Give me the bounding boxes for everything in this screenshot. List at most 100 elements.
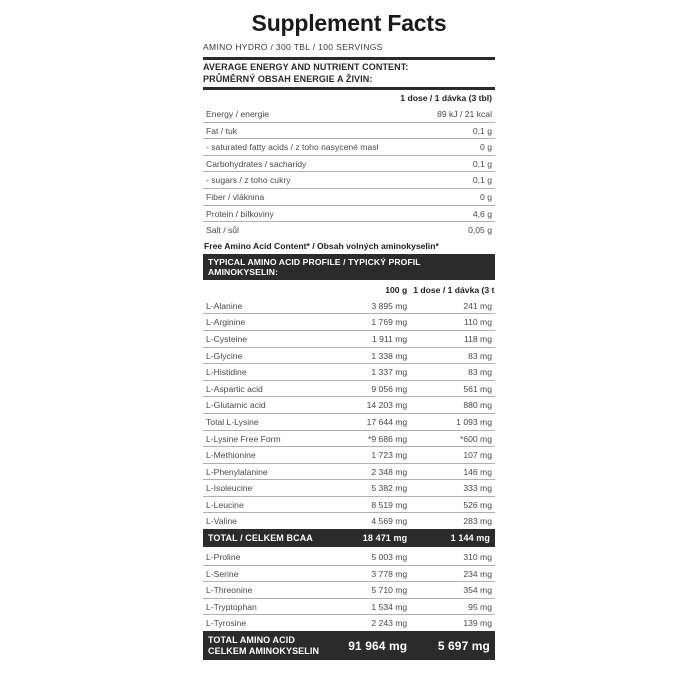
amino-per100g: 1 769 mg: [331, 313, 414, 331]
table-row: L-Valine 4 569 mg 283 mg: [203, 513, 495, 529]
section-heading-line-cs: PRŮMĚRNÝ OBSAH ENERGIE A ŽIVIN:: [203, 73, 373, 84]
amino-perdose: 241 mg: [413, 297, 495, 315]
table-row: L-Glutamic acid 14 203 mg 880 mg: [203, 396, 495, 414]
table-row: L-Tryptophan 1 534 mg 95 mg: [203, 598, 495, 616]
amino-perdose: 110 mg: [413, 313, 495, 331]
amino-per100g: 14 203 mg: [331, 396, 414, 414]
amino-per100g: 2 348 mg: [331, 463, 414, 481]
amino-perdose-header: 1 dose / 1 dávka (3 tbl): [413, 284, 495, 295]
table-row: TOTAL / CELKEM BCAA 18 471 mg 1 144 mg: [203, 529, 495, 547]
amino-perdose: 561 mg: [413, 380, 495, 398]
amino-total-label: TOTAL AMINO ACID CELKEM AMINOKYSELIN: [203, 631, 331, 660]
table-row: Carbohydrates / sacharidy 0,1 g: [203, 155, 495, 173]
amino-total-per100g: 91 964 mg: [348, 638, 408, 653]
nutrient-name: Salt / sůl: [206, 225, 239, 236]
nutrient-name: - saturated fatty acids / z toho nasycen…: [203, 138, 379, 156]
amino-name: L-Alanine: [203, 297, 332, 315]
amino-per100g: 8 519 mg: [331, 496, 414, 514]
amino-per100g: 5 382 mg: [331, 479, 414, 497]
amino-name: L-Threonine: [203, 581, 332, 599]
nutrient-value: 0 g: [378, 138, 495, 156]
table-row: Fat / tuk 0,1 g: [203, 122, 495, 140]
amino-per100g: 1 723 mg: [331, 446, 414, 464]
nutrient-value: 0,1 g: [378, 122, 495, 140]
table-row: L-Lysine Free Form *9 686 mg *600 mg: [203, 430, 495, 448]
amino-name: L-Glutamic acid: [203, 396, 332, 414]
supplement-facts-label: Supplement Facts AMINO HYDRO / 300 TBL /…: [203, 12, 495, 661]
table-row: L-Aspartic acid 9 056 mg 561 mg: [203, 380, 495, 398]
table-row: Salt / sůl 0,05 g: [203, 222, 495, 238]
nutrition-column-header-row: 1 dose / 1 dávka (3 tbl): [203, 90, 495, 106]
amino-grand-total-row: TOTAL AMINO ACID CELKEM AMINOKYSELIN 91 …: [203, 631, 495, 661]
amino-name: L-Cysteine: [203, 330, 332, 348]
amino-profile-table-part1: 100 g 1 dose / 1 dávka (3 tbl) L-Alanine…: [203, 282, 495, 529]
divider-top: [203, 57, 495, 60]
table-row: L-Serine 3 778 mg 234 mg: [203, 565, 495, 583]
product-subtitle: AMINO HYDRO / 300 TBL / 100 SERVINGS: [203, 42, 383, 52]
bcaa-total-label: TOTAL / CELKEM BCAA: [208, 533, 313, 544]
amino-per100g: 4 569 mg: [371, 516, 408, 527]
amino-name: L-Valine: [206, 516, 237, 527]
amino-perdose: 310 mg: [413, 549, 495, 566]
amino-perdose: 83 mg: [413, 347, 495, 365]
nutrient-value: 89 kJ / 21 kcal: [378, 106, 495, 123]
nutrient-value: 4,6 g: [378, 205, 495, 223]
amino-per100g: 3 895 mg: [331, 297, 414, 315]
table-row: L-Histidine 1 337 mg 83 mg: [203, 363, 495, 381]
nutrient-name: - sugars / z toho cukry: [203, 171, 379, 189]
table-row: L-Threonine 5 710 mg 354 mg: [203, 581, 495, 599]
amino-per100g: 1 337 mg: [331, 363, 414, 381]
table-row: L-Isoleucine 5 382 mg 333 mg: [203, 479, 495, 497]
table-row: L-Alanine 3 895 mg 241 mg: [203, 297, 495, 315]
amino-per100g: 1 534 mg: [331, 598, 414, 616]
nutrient-name: Carbohydrates / sacharidy: [203, 155, 379, 173]
amino-per100g: 1 338 mg: [331, 347, 414, 365]
table-row: L-Glycine 1 338 mg 83 mg: [203, 347, 495, 365]
amino-perdose: 283 mg: [463, 516, 492, 527]
nutrition-table: 1 dose / 1 dávka (3 tbl) Energy / energi…: [203, 90, 495, 238]
nutrient-value: 0,05 g: [468, 225, 492, 236]
table-row: L-Cysteine 1 911 mg 118 mg: [203, 330, 495, 348]
free-amino-acid-note: Free Amino Acid Content* / Obsah volných…: [204, 240, 439, 251]
bcaa-total-perdose: 1 144 mg: [450, 533, 490, 544]
amino-name: L-Glycine: [203, 347, 332, 365]
table-row: L-Tyrosine 2 243 mg 139 mg: [203, 615, 495, 631]
nutrition-blank-header: [203, 90, 378, 106]
nutrient-value: 0,1 g: [378, 171, 495, 189]
bcaa-total-per100g: 18 471 mg: [362, 533, 408, 544]
table-row: L-Arginine 1 769 mg 110 mg: [203, 313, 495, 331]
amino-name: L-Tyrosine: [206, 618, 247, 629]
amino-perdose: 139 mg: [463, 618, 492, 629]
amino-name: L-Isoleucine: [203, 479, 332, 497]
amino-per100g: 1 911 mg: [331, 330, 414, 348]
amino-perdose: 234 mg: [413, 565, 495, 583]
amino-name: Total L-Lysine: [203, 413, 332, 431]
amino-per100g: 9 056 mg: [331, 380, 414, 398]
section-heading-energy: AVERAGE ENERGY AND NUTRIENT CONTENT: PRŮ…: [203, 60, 495, 87]
amino-name: L-Proline: [203, 549, 332, 566]
amino-name: L-Aspartic acid: [203, 380, 332, 398]
amino-perdose: 526 mg: [413, 496, 495, 514]
amino-perdose: *600 mg: [413, 430, 495, 448]
amino-total-label-cs: CELKEM AMINOKYSELIN: [208, 645, 320, 656]
amino-profile-bar: TYPICAL AMINO ACID PROFILE / TYPICKÝ PRO…: [203, 253, 495, 280]
nutrient-name: Fat / tuk: [203, 122, 379, 140]
amino-perdose: 880 mg: [413, 396, 495, 414]
table-row: L-Proline 5 003 mg 310 mg: [203, 549, 495, 566]
amino-name: L-Histidine: [203, 363, 332, 381]
amino-name: L-Leucine: [203, 496, 332, 514]
amino-name: L-Serine: [203, 565, 332, 583]
amino-column-header-row: 100 g 1 dose / 1 dávka (3 tbl): [203, 282, 495, 298]
amino-perdose: 333 mg: [413, 479, 495, 497]
amino-name: L-Phenylalanine: [203, 463, 332, 481]
amino-per100g: 5 003 mg: [331, 549, 414, 566]
amino-name: L-Tryptophan: [203, 598, 332, 616]
amino-perdose: 118 mg: [413, 330, 495, 348]
table-row: Energy / energie 89 kJ / 21 kcal: [203, 106, 495, 123]
amino-name: L-Methionine: [203, 446, 332, 464]
amino-profile-table-part2: L-Proline 5 003 mg 310 mg L-Serine 3 778…: [203, 549, 495, 631]
table-row: Protein / bílkoviny 4,6 g: [203, 205, 495, 223]
amino-per100g: 17 644 mg: [331, 413, 414, 431]
nutrient-name: Fiber / vláknina: [203, 188, 379, 206]
amino-perdose: 107 mg: [413, 446, 495, 464]
